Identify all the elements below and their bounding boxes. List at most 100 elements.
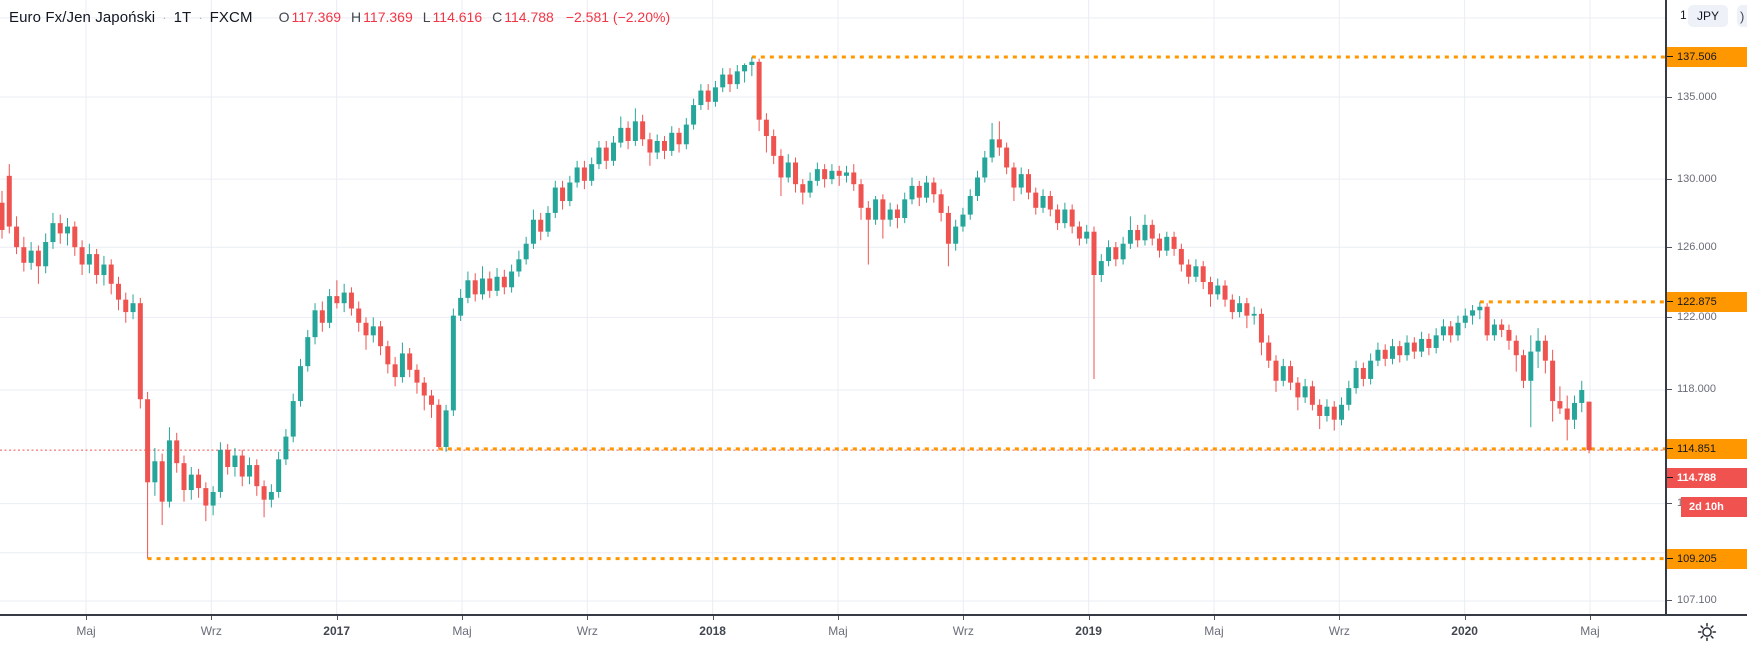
candle-body — [509, 271, 515, 288]
candle-body — [1069, 209, 1075, 227]
candle-body — [1586, 401, 1592, 451]
candle-body — [1164, 236, 1170, 251]
candle-body — [327, 296, 333, 323]
candle-body — [319, 310, 325, 323]
candle-body — [1389, 346, 1395, 359]
candle-body — [348, 292, 354, 309]
candle-body — [676, 132, 682, 145]
candle-body — [239, 455, 245, 477]
candle-body — [261, 486, 267, 500]
candle-body — [210, 491, 216, 506]
clipped-axis-button[interactable]: ) — [1737, 5, 1747, 27]
time-label-month[interactable]: Wrz — [200, 624, 222, 638]
countdown-badge[interactable]: 2d 10h — [1681, 496, 1747, 517]
candle-body — [902, 199, 908, 219]
candle-body — [181, 463, 187, 491]
candle-body — [603, 147, 609, 161]
candle-body — [523, 243, 529, 260]
candle-body — [1375, 349, 1381, 361]
time-label-month[interactable]: Wrz — [952, 624, 974, 638]
time-label-month[interactable]: Wrz — [576, 624, 598, 638]
low-label: L — [422, 9, 431, 25]
candle-body — [283, 436, 289, 460]
time-label-year[interactable]: 2019 — [1075, 624, 1102, 638]
time-label-month[interactable]: Maj — [1580, 624, 1600, 638]
price-level-badge-109.205[interactable]: 109.205 — [1667, 548, 1747, 569]
time-label-year[interactable]: 2018 — [699, 624, 726, 638]
candle-body — [94, 254, 100, 276]
candle-body — [101, 264, 107, 276]
time-axis[interactable]: Maj Wrz 2017 Maj Wrz 2018 Maj Wrz 2019 Maj Wrz 2020… — [0, 614, 1747, 647]
candle-body — [436, 404, 442, 447]
candle-body — [829, 170, 835, 180]
candle-body — [1426, 338, 1432, 348]
price-tick-mark — [1667, 389, 1672, 391]
candle-body — [756, 61, 762, 120]
candle-body — [1470, 310, 1476, 316]
sun-settings-icon[interactable] — [1697, 622, 1717, 642]
candle-body — [1127, 229, 1133, 244]
candle-body — [516, 259, 522, 272]
candle-body — [771, 136, 777, 156]
candle-body — [640, 121, 646, 140]
candle-body — [1004, 147, 1010, 168]
price-level-badge-122.875[interactable]: 122.875 — [1667, 291, 1747, 312]
candle-body — [1462, 315, 1468, 323]
candle-body — [1382, 349, 1388, 359]
candle-body — [1273, 360, 1279, 381]
time-label-year[interactable]: 2020 — [1451, 624, 1478, 638]
candle-body — [79, 247, 85, 265]
candle-body — [86, 254, 92, 265]
candle-body — [159, 461, 165, 502]
time-tick-mark — [1088, 616, 1090, 620]
exchange-label: FXCM — [209, 8, 253, 26]
candle-body — [1455, 322, 1461, 336]
time-label-month[interactable]: Wrz — [1328, 624, 1350, 638]
candlestick-plot[interactable] — [0, 0, 1665, 614]
legend-separator: · — [162, 9, 167, 25]
candle-body — [1055, 209, 1061, 224]
candle-body — [1564, 408, 1570, 420]
time-tick-mark — [86, 616, 87, 620]
candle-body — [1157, 238, 1163, 251]
candle-body — [378, 326, 384, 347]
candle-body — [130, 303, 136, 313]
time-label-year[interactable]: 2017 — [323, 624, 351, 638]
candle-body — [1521, 355, 1527, 381]
candle-body — [996, 139, 1002, 148]
candle-body — [1186, 264, 1192, 277]
candle-body — [494, 276, 500, 291]
candle-body — [1120, 243, 1126, 260]
candle-body — [560, 187, 566, 202]
candle-body — [334, 296, 340, 304]
high-value: 117.369 — [363, 9, 413, 25]
candle-body — [982, 157, 988, 178]
candle-body — [749, 61, 755, 65]
candle-body — [858, 184, 864, 208]
time-label-month[interactable]: Maj — [828, 624, 848, 638]
currency-unit-button[interactable]: JPY — [1688, 5, 1729, 27]
unit-prefix-label: 1 — [1680, 8, 1687, 22]
candle-body — [312, 310, 318, 338]
interval-label[interactable]: 1T — [173, 8, 192, 26]
price-level-badge-114.788[interactable]: 114.788 — [1667, 467, 1747, 488]
time-label-month[interactable]: Maj — [76, 624, 96, 638]
candle-body — [1331, 406, 1337, 420]
symbol-title[interactable]: Euro Fx/Jen Japoński — [9, 8, 156, 26]
badge-tick-notch — [1667, 447, 1673, 450]
candle-body — [1244, 303, 1250, 316]
close-value: 114.788 — [504, 9, 554, 25]
price-tick-mark — [1667, 503, 1672, 505]
price-axis[interactable]: 1 JPY ) 135.000 130.000 126.000 122.000 118.… — [1665, 0, 1747, 614]
candle-body — [873, 199, 879, 220]
time-label-month[interactable]: Maj — [1204, 624, 1224, 638]
time-label-month[interactable]: Maj — [452, 624, 472, 638]
price-level-badge-137.506[interactable]: 137.506 — [1667, 46, 1747, 67]
candle-body — [232, 455, 238, 467]
price-tick-mark — [1667, 600, 1672, 602]
price-level-badge-114.851[interactable]: 114.851 — [1667, 438, 1747, 459]
candle-body — [1280, 366, 1286, 381]
candle-body — [166, 440, 172, 502]
candle-body — [960, 214, 966, 227]
candle-body — [1193, 266, 1199, 277]
